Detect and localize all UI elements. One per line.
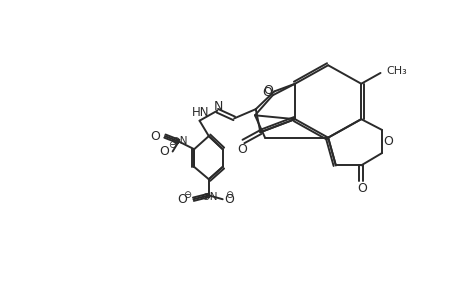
Text: CH₃: CH₃	[386, 66, 407, 76]
Text: ⊖: ⊖	[224, 190, 232, 200]
Text: O: O	[262, 86, 271, 100]
Text: O: O	[356, 182, 366, 195]
Text: O: O	[262, 84, 272, 97]
Text: ⊕N: ⊕N	[200, 192, 217, 202]
Text: O: O	[177, 193, 187, 206]
Text: O: O	[159, 145, 169, 158]
Text: O: O	[224, 193, 234, 206]
Text: HN: HN	[192, 106, 209, 119]
Text: ⊖: ⊖	[168, 140, 176, 150]
Text: ⊕N: ⊕N	[170, 136, 187, 146]
Text: O: O	[150, 130, 160, 142]
Text: O: O	[237, 143, 247, 156]
Text: O: O	[383, 135, 392, 148]
Text: N: N	[213, 100, 222, 112]
Text: ⊖: ⊖	[183, 190, 191, 200]
